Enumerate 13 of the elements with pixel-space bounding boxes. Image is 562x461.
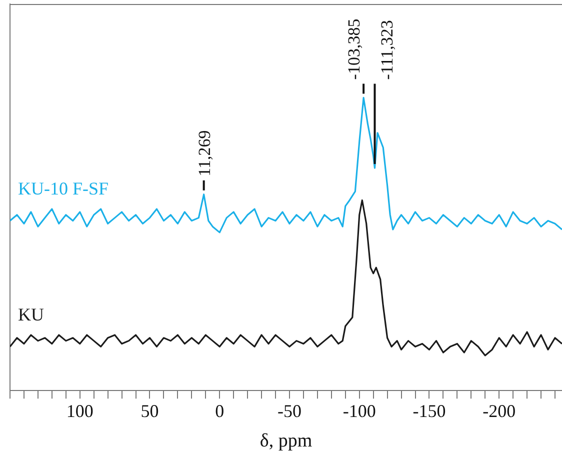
series-label: KU [18,304,44,325]
x-tick-label: -150 [412,401,446,422]
series-label: KU-10 F-SF [18,178,109,199]
x-tick-label: 50 [140,401,159,422]
x-tick-label: -100 [342,401,376,422]
annotation: -103,385 [344,18,364,80]
annotation: -111,323 [378,20,397,80]
x-tick-label: 100 [66,401,94,422]
x-tick-label: -200 [482,401,516,422]
x-tick-label: 0 [215,401,224,422]
x-tick-label: -50 [277,401,302,422]
x-axis-title: δ, ppm [260,430,312,452]
annotation: 11,269 [194,130,214,176]
